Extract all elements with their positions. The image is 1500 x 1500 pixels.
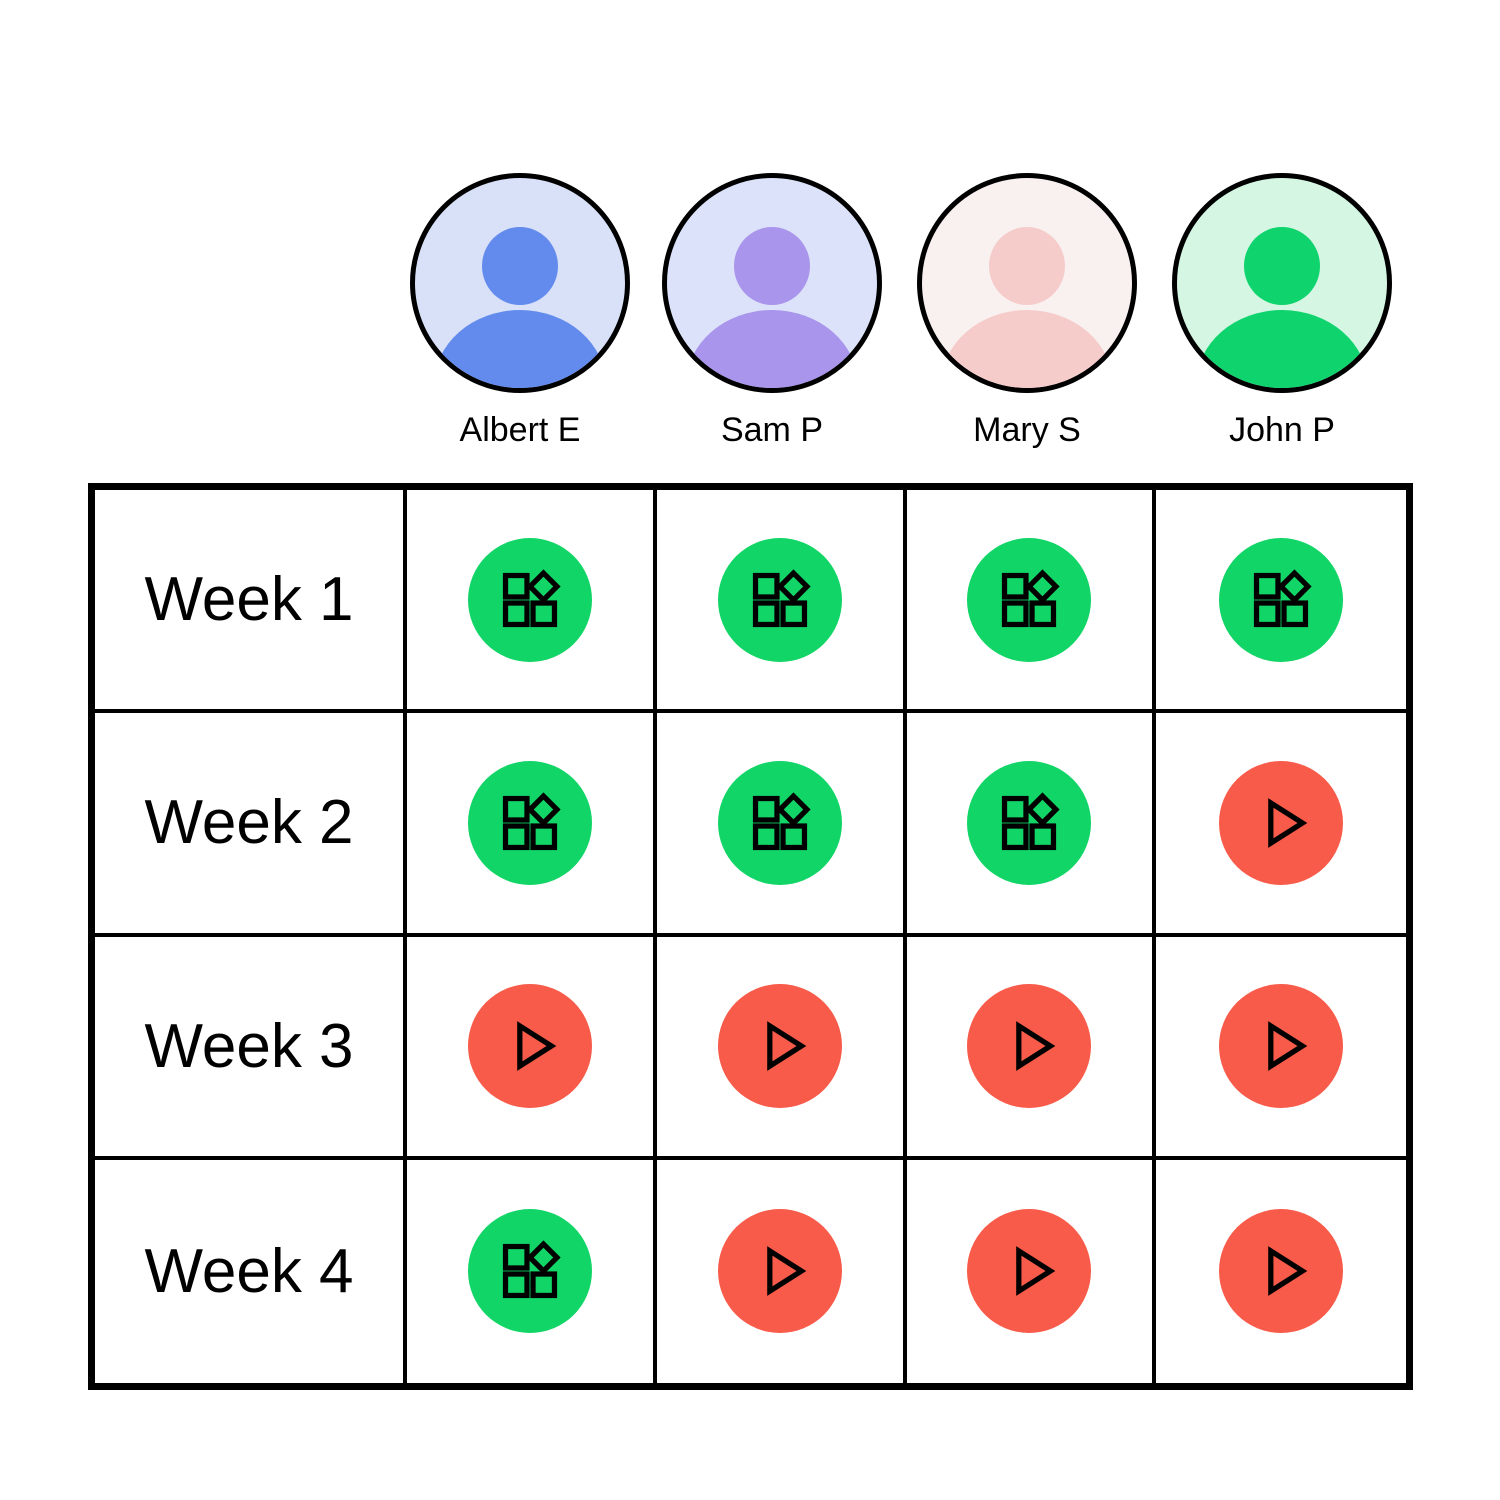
status-cell: [657, 1159, 907, 1383]
avatar-head: [989, 227, 1065, 305]
status-cell: [656, 936, 907, 1160]
status-badge-play[interactable]: [967, 1209, 1092, 1334]
status-cell: [656, 713, 907, 937]
blocks-icon: [1254, 568, 1312, 627]
person-column-header[interactable]: Albert E: [410, 173, 630, 450]
play-icon: [1268, 1021, 1308, 1071]
play-icon: [1268, 798, 1308, 848]
week-label-cell: Week 2: [95, 713, 407, 937]
status-cell: [656, 490, 907, 714]
status-cell: [407, 1159, 657, 1383]
status-badge-blocks[interactable]: [1219, 537, 1344, 662]
status-badge-blocks[interactable]: [967, 537, 1092, 662]
person-name: Albert E: [459, 411, 581, 449]
week-label: Week 2: [144, 788, 354, 858]
status-cell: [1156, 713, 1406, 937]
avatar[interactable]: [917, 173, 1137, 393]
status-badge-play[interactable]: [967, 984, 1092, 1109]
week-label: Week 3: [144, 1011, 354, 1081]
blocks-icon: [752, 792, 811, 850]
person-column-header[interactable]: Mary S: [917, 173, 1137, 450]
week-label: Week 1: [144, 565, 354, 635]
week-label-cell: Week 1: [95, 490, 407, 714]
avatar-body: [941, 310, 1113, 388]
status-cell: [906, 713, 1157, 937]
blocks-icon: [752, 568, 811, 627]
avatar-body: [1196, 310, 1368, 388]
status-cell: [906, 936, 1157, 1160]
status-badge-blocks[interactable]: [467, 760, 592, 885]
status-badge-play[interactable]: [1219, 1209, 1344, 1334]
blocks-icon: [502, 792, 561, 850]
status-cell: [407, 936, 657, 1160]
avatar-head: [1244, 227, 1320, 305]
status-cell: [407, 490, 657, 714]
person-column-header[interactable]: Sam P: [662, 173, 882, 450]
avatar-body: [686, 310, 858, 388]
status-badge-play[interactable]: [717, 984, 842, 1109]
play-icon: [1016, 1246, 1056, 1297]
status-table: Week 1 Week 2 Week 3 Week 4: [88, 483, 1413, 1390]
play-icon: [1016, 1021, 1056, 1071]
play-icon: [766, 1246, 806, 1297]
status-cell: [907, 1159, 1157, 1383]
avatar-head: [734, 227, 810, 305]
avatar[interactable]: [1172, 173, 1392, 393]
status-badge-blocks[interactable]: [467, 537, 592, 662]
status-badge-play[interactable]: [1219, 760, 1344, 885]
status-badge-play[interactable]: [467, 984, 592, 1109]
status-badge-play[interactable]: [717, 1209, 842, 1334]
status-badge-blocks[interactable]: [717, 537, 842, 662]
blocks-icon: [1002, 568, 1061, 627]
avatar[interactable]: [410, 173, 630, 393]
status-badge-play[interactable]: [1219, 984, 1344, 1109]
play-icon: [517, 1021, 557, 1071]
blocks-icon: [502, 568, 561, 627]
status-cell: [407, 713, 657, 937]
blocks-icon: [1002, 792, 1061, 850]
blocks-icon: [502, 1240, 561, 1299]
status-cell: [1156, 490, 1406, 714]
avatar-body: [434, 310, 606, 388]
status-cell: [1156, 937, 1406, 1160]
status-badge-blocks[interactable]: [967, 760, 1092, 885]
play-icon: [1268, 1246, 1308, 1297]
person-name: Mary S: [973, 411, 1081, 449]
week-label-cell: Week 4: [95, 1159, 407, 1383]
avatar-head: [482, 227, 558, 305]
person-column-header[interactable]: John P: [1172, 173, 1392, 450]
person-name: John P: [1229, 411, 1335, 449]
status-cell: [1156, 1160, 1406, 1383]
avatar[interactable]: [662, 173, 882, 393]
status-cell: [906, 490, 1157, 714]
status-badge-blocks[interactable]: [467, 1209, 592, 1334]
play-icon: [766, 1021, 806, 1071]
week-label: Week 4: [144, 1236, 354, 1306]
week-label-cell: Week 3: [95, 936, 407, 1160]
person-name: Sam P: [720, 411, 824, 449]
status-badge-blocks[interactable]: [717, 760, 842, 885]
